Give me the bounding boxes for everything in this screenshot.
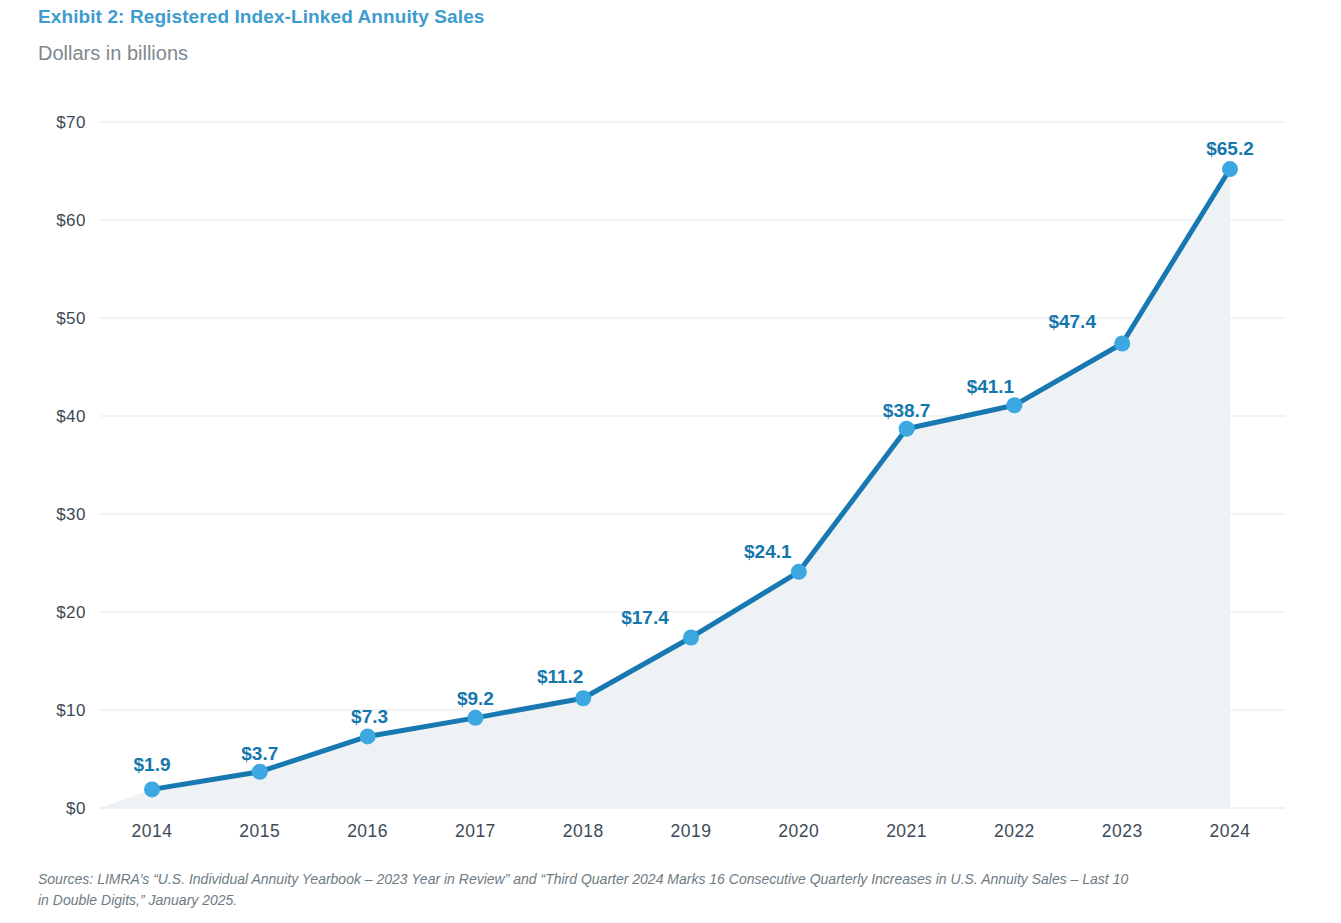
point-value-label: $38.7: [883, 400, 931, 421]
x-axis-tick-label: 2020: [778, 821, 819, 841]
point-value-label: $3.7: [241, 743, 278, 764]
data-point-marker: [899, 421, 915, 437]
data-point-marker: [1006, 397, 1022, 413]
point-value-label: $1.9: [134, 754, 171, 775]
area-fill: [100, 169, 1230, 808]
data-point-marker: [1222, 161, 1238, 177]
data-point-marker: [683, 629, 699, 645]
x-axis-tick-label: 2023: [1102, 821, 1143, 841]
point-value-label: $47.4: [1048, 311, 1096, 332]
data-point-marker: [791, 564, 807, 580]
x-axis-tick-label: 2014: [132, 821, 173, 841]
data-point-marker: [1114, 335, 1130, 351]
y-axis-tick-label: $50: [56, 309, 86, 328]
data-point-marker: [467, 710, 483, 726]
x-axis-tick-label: 2019: [671, 821, 712, 841]
x-axis-tick-label: 2017: [455, 821, 496, 841]
y-axis-tick-label: $70: [56, 113, 86, 132]
data-point-marker: [252, 764, 268, 780]
x-axis-tick-label: 2024: [1210, 821, 1251, 841]
y-axis-tick-label: $60: [56, 211, 86, 230]
data-point-marker: [144, 781, 160, 797]
source-note-line2: in Double Digits,” January 2025.: [38, 892, 237, 908]
point-value-label: $17.4: [621, 607, 669, 628]
source-note: Sources: LIMRA’s “U.S. Individual Annuit…: [38, 869, 1318, 911]
y-axis-tick-label: $30: [56, 505, 86, 524]
x-axis-tick-label: 2021: [886, 821, 927, 841]
point-value-label: $11.2: [537, 666, 584, 687]
x-axis-tick-label: 2015: [239, 821, 280, 841]
point-value-label: $41.1: [967, 376, 1015, 397]
y-axis-tick-label: $0: [66, 799, 86, 818]
x-axis-tick-label: 2022: [994, 821, 1035, 841]
y-axis-tick-label: $20: [56, 603, 86, 622]
point-value-label: $65.2: [1206, 138, 1254, 159]
y-axis-tick-label: $40: [56, 407, 86, 426]
source-note-line1: Sources: LIMRA’s “U.S. Individual Annuit…: [38, 871, 1128, 887]
rila-sales-line-chart: $0 $10 $20 $30 $40 $50 $60 $70 $1.9 2014 $3.7 2015 $…: [0, 0, 1341, 923]
y-axis-tick-label: $10: [56, 701, 86, 720]
point-value-label: $9.2: [457, 688, 494, 709]
point-value-label: $24.1: [744, 541, 792, 562]
data-point-marker: [575, 690, 591, 706]
data-point-marker: [360, 728, 376, 744]
x-axis-tick-label: 2016: [347, 821, 388, 841]
x-axis-tick-label: 2018: [563, 821, 604, 841]
point-value-label: $7.3: [351, 706, 388, 727]
